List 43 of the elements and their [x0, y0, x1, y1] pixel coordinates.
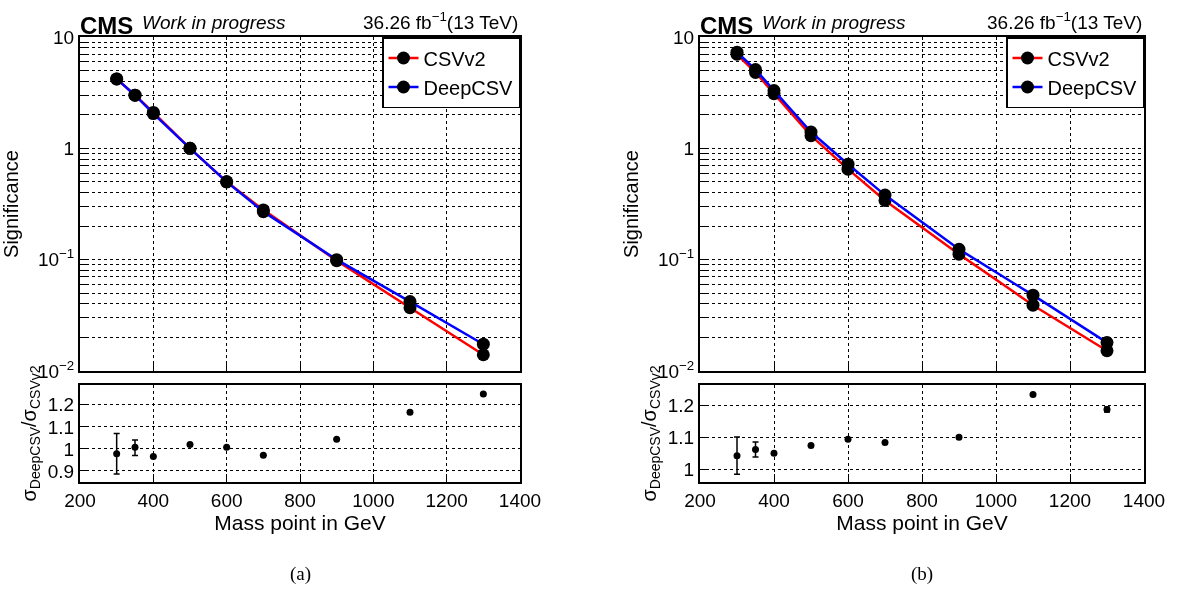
y-tick-label: 1.1 [667, 426, 695, 448]
x-tick-label: 600 [832, 489, 864, 511]
x-tick-label: 400 [758, 489, 790, 511]
x-tick-label: 1400 [498, 489, 542, 511]
y-tick-label: 1 [683, 137, 695, 159]
chart-title: CMS [700, 12, 754, 39]
chart-subtitle: Work in progress [142, 12, 287, 33]
y-tick-label: 1.1 [47, 416, 75, 438]
legend-label: DeepCSV [1047, 76, 1138, 99]
x-tick-label: 1200 [425, 489, 468, 511]
legend-label: DeepCSV [423, 76, 514, 99]
x-tick-label: 1400 [1122, 489, 1166, 511]
y-tick-label: 10$^{−1}$ [657, 246, 695, 271]
x-tick-label: 800 [906, 489, 938, 511]
y-tick-label: 10 [53, 26, 75, 48]
y-tick-label: 1.2 [667, 395, 695, 417]
x-tick-label: 1000 [352, 489, 395, 511]
x-tick-label: 800 [284, 489, 316, 511]
x-tick-label: 600 [210, 489, 243, 511]
y-axis-title: Significance [619, 150, 642, 258]
y-tick-label: 1 [63, 137, 75, 159]
chart-title: CMS [80, 12, 134, 39]
x-axis-title: Mass point in GeV [214, 510, 386, 534]
text: (a) [290, 563, 312, 585]
x-tick-label: 200 [684, 489, 716, 511]
legend-label: CSVv2 [423, 47, 486, 70]
x-axis-title: Mass point in GeV [836, 510, 1008, 534]
x-tick-label: 1000 [974, 489, 1018, 511]
chart-subtitle: Work in progress [762, 12, 907, 33]
text: 36.26 fb$^{−1}$(13 TeV) [987, 9, 1143, 33]
y-axis-title: Significance [0, 150, 22, 258]
y-tick-label: 0.9 [47, 460, 75, 482]
y-tick-label: 10$^{−1}$ [37, 246, 75, 271]
y-tick-label: 1 [683, 458, 695, 480]
y-tick-label: 1.2 [47, 394, 75, 416]
text: 36.26 fb$^{−1}$(13 TeV) [363, 9, 519, 33]
x-tick-label: 400 [137, 489, 170, 511]
legend-label: CSVv2 [1047, 47, 1110, 70]
y-tick-label: 10 [673, 26, 695, 48]
y-tick-label: 1 [63, 438, 75, 460]
text: (b) [911, 563, 934, 585]
x-tick-label: 1200 [1048, 489, 1092, 511]
x-tick-label: 200 [64, 489, 96, 511]
